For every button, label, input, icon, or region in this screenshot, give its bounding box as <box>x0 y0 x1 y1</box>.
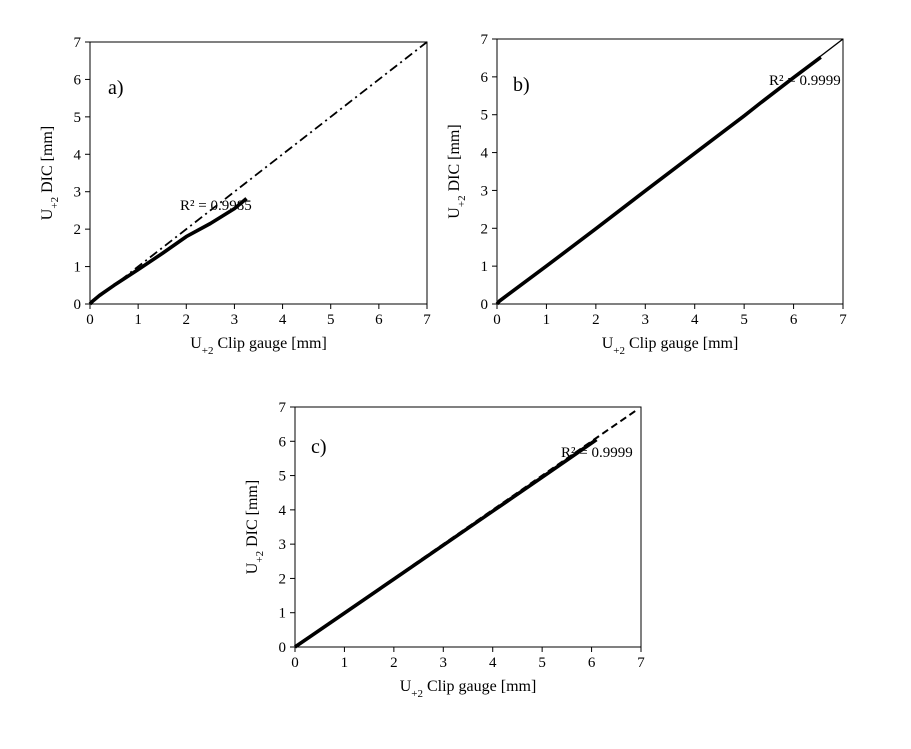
y-tick-label: 3 <box>481 183 489 199</box>
y-tick-label: 7 <box>74 35 82 51</box>
plot-frame <box>89 41 428 305</box>
series-line-0 <box>88 197 248 306</box>
y-tick-label: 5 <box>74 110 82 126</box>
y-tick-label: 7 <box>279 400 287 416</box>
y-tick-label: 4 <box>279 503 287 519</box>
y-tick-label: 4 <box>74 147 82 163</box>
x-tick-label: 3 <box>231 312 239 328</box>
series-line-1 <box>89 41 428 305</box>
series-line-1 <box>496 38 844 305</box>
x-tick-label: 3 <box>440 655 448 671</box>
y-tick-label: 1 <box>74 260 82 276</box>
chart-svg: 0 1 2 3 4 5 6 7 0 1 2 3 4 5 6 7 c) R² = 0.9999 U+2 Clip ga… <box>244 400 645 700</box>
y-axis-label: U+2 DIC [mm] <box>39 126 61 220</box>
x-tick-label: 2 <box>390 655 398 671</box>
y-tick-label: 6 <box>279 434 287 450</box>
x-tick-label: 4 <box>691 312 699 328</box>
x-tick-label: 0 <box>86 312 94 328</box>
x-tick-label: 0 <box>493 312 501 328</box>
x-tick-label: 7 <box>637 655 645 671</box>
y-tick-label: 6 <box>74 72 82 88</box>
y-tick-label: 0 <box>481 297 489 313</box>
y-tick-label: 2 <box>481 221 489 237</box>
y-tick-label: 3 <box>74 185 82 201</box>
plot-frame <box>496 38 844 305</box>
x-tick-label: 6 <box>790 312 798 328</box>
x-axis-label: U+2 Clip gauge [mm] <box>602 335 739 357</box>
r-squared-annotation: R² = 0.9999 <box>561 445 633 461</box>
x-tick-label: 6 <box>375 312 383 328</box>
y-tick-label: 2 <box>74 222 82 238</box>
chart-svg: 0 1 2 3 4 5 6 7 0 1 2 3 4 5 6 7 b) R² = 0.9999 U+2 Clip ga… <box>446 32 847 357</box>
x-tick-label: 3 <box>642 312 650 328</box>
x-tick-label: 4 <box>489 655 497 671</box>
series-line-1 <box>294 409 637 648</box>
y-tick-label: 7 <box>481 32 489 48</box>
x-tick-label: 7 <box>423 312 431 328</box>
y-tick-label: 0 <box>279 640 287 656</box>
x-tick-label: 5 <box>740 312 748 328</box>
y-axis-label: U+2 DIC [mm] <box>446 124 468 218</box>
y-tick-label: 6 <box>481 70 489 86</box>
chart-svg: 0 1 2 3 4 5 6 7 0 1 2 3 4 5 6 7 a) R² = 0.9985 U+2 Clip ga… <box>39 35 431 357</box>
y-axis-label: U+2 DIC [mm] <box>244 480 266 574</box>
y-tick-label: 1 <box>279 606 287 622</box>
x-tick-label: 6 <box>588 655 596 671</box>
x-tick-label: 5 <box>538 655 546 671</box>
y-tick-label: 5 <box>279 469 287 485</box>
x-axis-label: U+2 Clip gauge [mm] <box>400 678 537 700</box>
plot-frame <box>294 406 642 648</box>
panel-label: a) <box>108 77 124 99</box>
x-tick-label: 1 <box>341 655 349 671</box>
panel-label: b) <box>513 74 530 96</box>
y-tick-label: 5 <box>481 108 489 124</box>
x-tick-label: 2 <box>183 312 191 328</box>
chart-panel-c: 0 1 2 3 4 5 6 7 0 1 2 3 4 5 6 7 c) R² = 0.9999 U+2 Clip ga… <box>232 393 652 733</box>
r-squared-annotation: R² = 0.9985 <box>180 198 252 214</box>
y-tick-label: 2 <box>279 571 287 587</box>
x-tick-label: 7 <box>839 312 847 328</box>
chart-panel-a: 0 1 2 3 4 5 6 7 0 1 2 3 4 5 6 7 a) R² = 0.9985 U+2 Clip ga… <box>30 28 445 378</box>
r-squared-annotation: R² = 0.9999 <box>769 73 841 89</box>
x-tick-label: 5 <box>327 312 335 328</box>
x-axis-label: U+2 Clip gauge [mm] <box>190 335 327 357</box>
y-tick-label: 1 <box>481 259 489 275</box>
chart-panel-b: 0 1 2 3 4 5 6 7 0 1 2 3 4 5 6 7 b) R² = 0.9999 U+2 Clip ga… <box>440 25 860 375</box>
y-tick-label: 4 <box>481 146 489 162</box>
x-tick-label: 4 <box>279 312 287 328</box>
x-tick-label: 0 <box>291 655 299 671</box>
y-tick-label: 0 <box>74 297 82 313</box>
panel-label: c) <box>311 436 327 458</box>
x-tick-label: 2 <box>592 312 600 328</box>
y-tick-label: 3 <box>279 537 287 553</box>
x-tick-label: 1 <box>543 312 551 328</box>
x-tick-label: 1 <box>134 312 142 328</box>
